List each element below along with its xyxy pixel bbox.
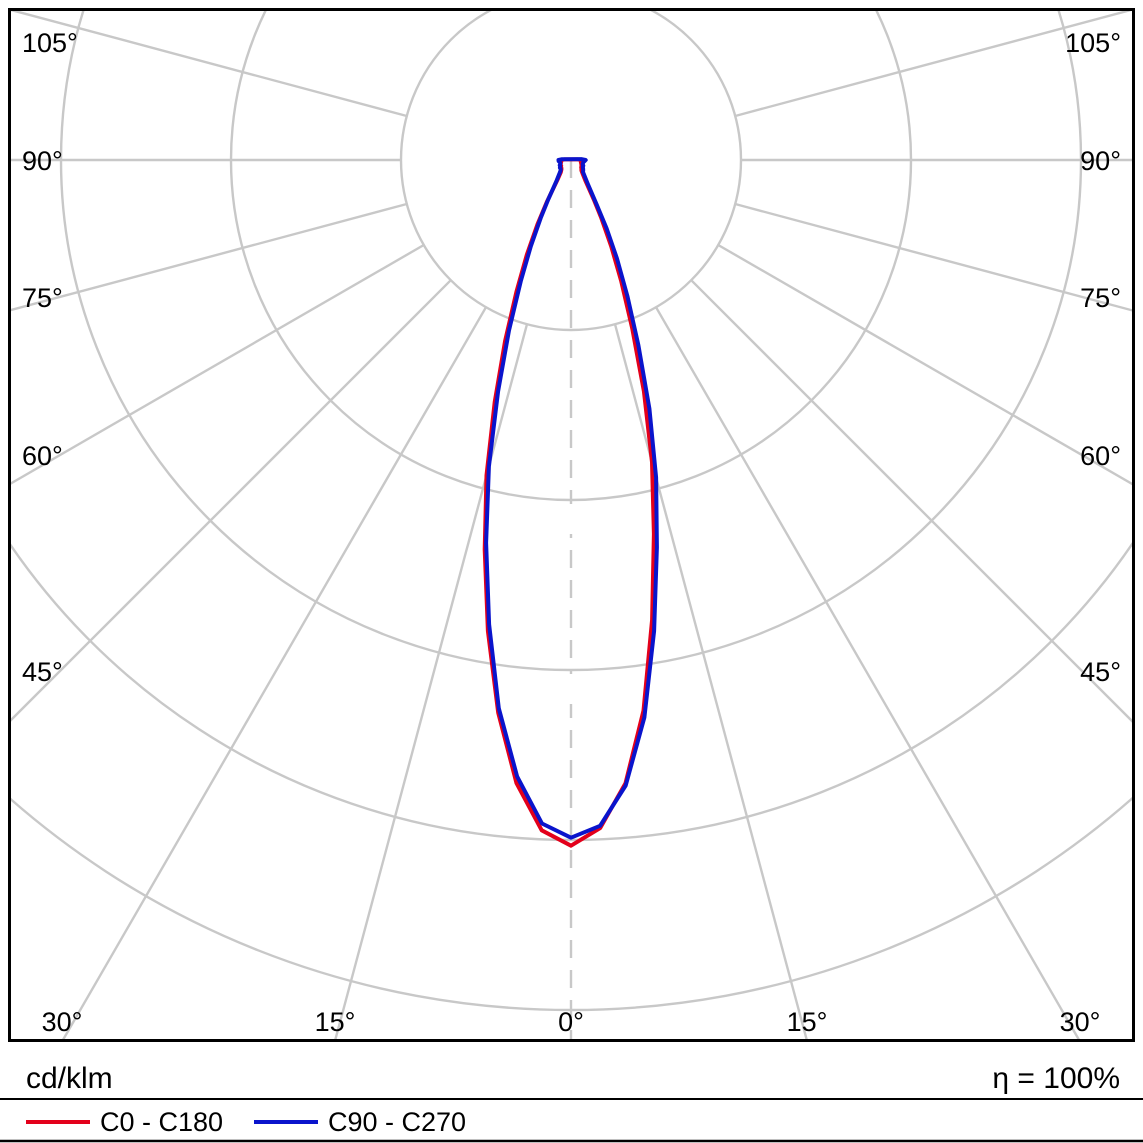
curve-c90-c270	[484, 157, 659, 840]
legend: C0 - C180 C90 - C270	[26, 1107, 466, 1137]
angle-tick-label: 30°	[1060, 1007, 1101, 1037]
grid-radial-line	[334, 323, 529, 1039]
plot-border	[8, 8, 1135, 1042]
grid-ring	[59, 11, 1083, 672]
angle-tick-label: 90°	[1080, 146, 1121, 176]
angle-tick-label: 45°	[22, 657, 63, 687]
grid-radial-line	[11, 11, 408, 118]
angle-tick-label: 60°	[22, 441, 63, 471]
angle-tick-label: 90°	[22, 146, 63, 176]
grid-radial-line	[613, 323, 808, 1039]
legend-label-c0-c180: C0 - C180	[100, 1107, 223, 1137]
grid-radial-line	[11, 279, 452, 722]
grid-radial-line	[11, 202, 408, 312]
angle-tick-label: 15°	[315, 1007, 356, 1037]
grid-radial-line	[690, 279, 1132, 723]
efficiency-label: η = 100%	[992, 1062, 1120, 1095]
ring-label-mask	[550, 504, 592, 534]
angle-tick-labels: 0° 15° 15° 30° 30° 45° 45° 60° 60° 75° 75° 90° 90° 10…	[22, 28, 1121, 1037]
unit-label: cd/klm	[26, 1062, 113, 1095]
angle-tick-label: 105°	[22, 28, 78, 58]
grid-radial-line	[654, 306, 1080, 1039]
angle-tick-label: 15°	[787, 1007, 828, 1037]
grid-ring	[11, 541, 1132, 841]
legend-label-c90-c270: C90 - C270	[328, 1107, 466, 1137]
angle-tick-label: 75°	[1080, 283, 1121, 313]
ring-label-mask	[550, 674, 592, 704]
angle-tick-label: 75°	[22, 283, 63, 313]
grid-radial-line	[717, 243, 1132, 486]
grid-radial-line	[734, 11, 1132, 118]
grid-radial-line	[62, 306, 488, 1039]
grid-radial-line	[734, 202, 1132, 312]
intensity-curves	[482, 157, 659, 848]
grid-radial-line	[11, 243, 425, 485]
angle-tick-label: 0°	[558, 1007, 584, 1037]
angle-tick-label: 60°	[1080, 441, 1121, 471]
angle-tick-label: 30°	[42, 1007, 83, 1037]
angle-tick-label: 105°	[1065, 28, 1121, 58]
angle-tick-label: 45°	[1080, 657, 1121, 687]
